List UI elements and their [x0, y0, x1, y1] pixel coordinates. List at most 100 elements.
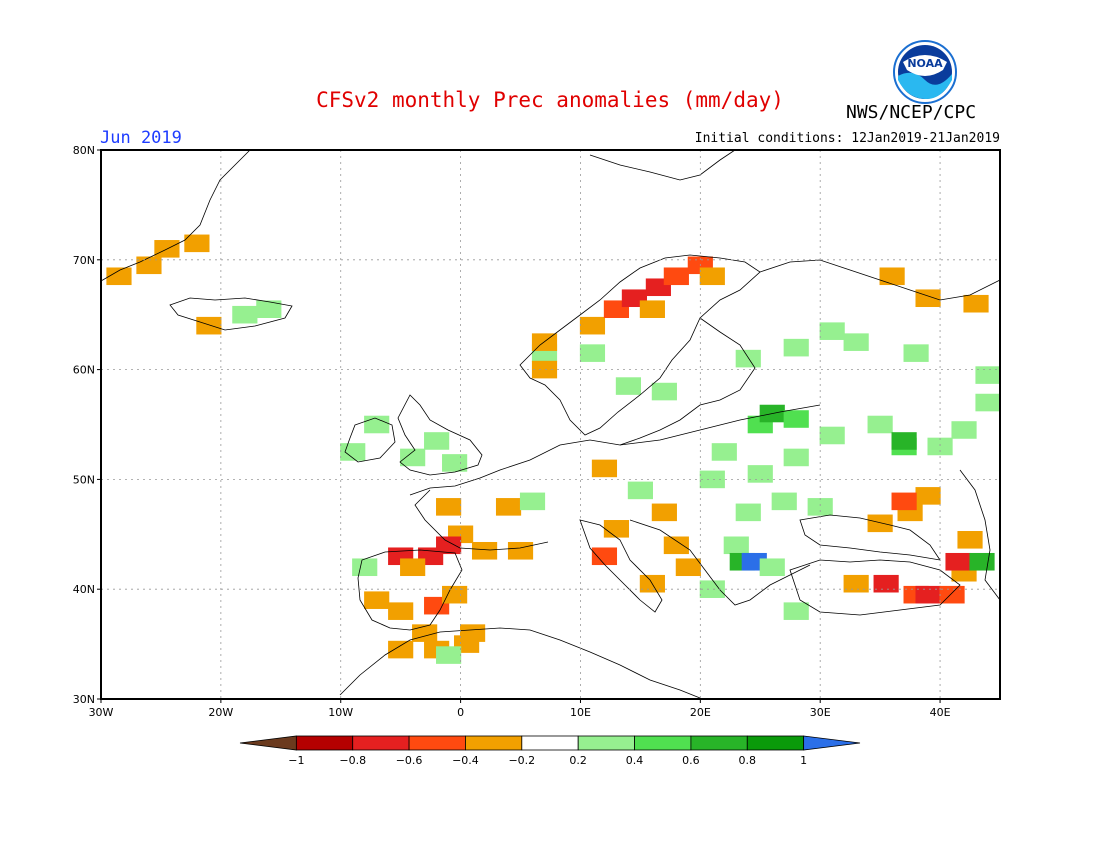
- page-title: CFSv2 monthly Prec anomalies (mm/day): [316, 88, 784, 112]
- anomaly-cell: [232, 305, 258, 324]
- anomaly-cell: [783, 448, 809, 467]
- anomaly-cell: [951, 421, 977, 439]
- anomaly-cell: [807, 498, 833, 516]
- lon-tick-label: 20W: [208, 706, 233, 719]
- grid-lines: [101, 150, 1000, 699]
- lon-tick-label: 10E: [570, 706, 591, 719]
- colorbar-label: −0.2: [508, 754, 535, 767]
- anomaly-cell: [495, 498, 522, 516]
- anomaly-cell: [969, 552, 995, 571]
- africa-coast: [339, 627, 701, 699]
- anomaly-cell: [891, 432, 917, 450]
- anomaly-cell: [735, 349, 761, 368]
- greenland-coast: [100, 149, 251, 282]
- colorbar-label: 1: [800, 754, 807, 767]
- colorbar-box: [577, 735, 635, 751]
- lon-tick-label: 30E: [810, 706, 831, 719]
- anomaly-cell: [783, 602, 809, 620]
- lat-tick-label: 70N: [73, 254, 95, 267]
- lat-tick-label: 30N: [73, 693, 95, 706]
- italy-coast: [579, 519, 663, 613]
- anomaly-cell: [531, 360, 558, 379]
- colorbar-label: 0.4: [626, 754, 644, 767]
- anomaly-cell: [975, 393, 1001, 412]
- lon-tick-labels: 30W 20W 10W 0 10E 20E 30E 40E: [89, 699, 951, 719]
- anomaly-cell: [735, 503, 761, 522]
- colorbar-label: 0.6: [682, 754, 700, 767]
- colorbar-label: 0.2: [569, 754, 587, 767]
- lon-tick-label: 40E: [930, 706, 951, 719]
- anomaly-cell: [903, 344, 929, 362]
- initial-conditions: Initial conditions: 12Jan2019-21Jan2019: [694, 131, 1000, 146]
- noaa-logo-icon: NOAA: [893, 40, 957, 104]
- anomaly-cell: [927, 437, 953, 456]
- anomaly-cell: [699, 470, 725, 489]
- anomaly-cell: [747, 465, 773, 483]
- anomaly-cells: [106, 234, 1001, 664]
- anomaly-cell: [975, 366, 1001, 384]
- iberia-coast: [357, 549, 463, 631]
- anomaly-cell: [436, 646, 462, 664]
- anomaly-cell: [843, 333, 869, 351]
- anomaly-cell: [867, 415, 893, 434]
- anomaly-cell: [879, 267, 905, 286]
- anomaly-cell: [615, 377, 641, 395]
- anomaly-cell: [639, 300, 665, 318]
- anomaly-cell: [699, 267, 725, 286]
- scandinavia-coast: [519, 254, 761, 436]
- lon-tick-label: 10W: [328, 706, 353, 719]
- map-frame: [100, 149, 1001, 700]
- anomaly-cell: [843, 574, 869, 593]
- anomaly-cell: [759, 558, 785, 577]
- anomaly-cell: [184, 234, 210, 253]
- finland-baltic-coast: [619, 317, 756, 446]
- colorbar-label: −0.4: [452, 754, 479, 767]
- anomaly-cell: [388, 640, 414, 659]
- anomaly-cell: [256, 300, 282, 318]
- colorbar-box: [465, 735, 523, 751]
- anomaly-cell: [424, 432, 450, 450]
- anomaly-cell: [519, 492, 546, 511]
- anomaly-cell: [400, 448, 426, 467]
- anomaly-cell: [819, 322, 845, 340]
- lon-tick-label: 20E: [690, 706, 711, 719]
- anomaly-cell: [579, 316, 606, 335]
- anomaly-cell: [783, 410, 809, 428]
- anomaly-cell: [603, 520, 630, 538]
- lon-tick-label: 0: [457, 706, 464, 719]
- anomaly-cell: [783, 338, 809, 357]
- anomaly-cell: [106, 267, 132, 286]
- lat-tick-label: 60N: [73, 364, 95, 377]
- colorbar-box: [408, 735, 466, 751]
- colorbar-box: [295, 735, 354, 751]
- anomaly-cell: [915, 585, 941, 604]
- anomaly-cell: [819, 426, 845, 445]
- lat-tick-label: 50N: [73, 473, 95, 486]
- anomaly-cell: [436, 498, 462, 516]
- anomaly-cell: [352, 558, 378, 577]
- colorbar-arrow-low: [239, 735, 297, 751]
- caspian-coast: [959, 469, 1001, 601]
- anomaly-cell: [699, 580, 725, 598]
- anomaly-cell: [651, 382, 677, 401]
- anomaly-cell: [663, 536, 689, 555]
- anomaly-cell: [400, 558, 426, 577]
- britain-coast: [397, 394, 483, 476]
- anomaly-cell: [471, 541, 498, 560]
- lat-tick-label: 80N: [73, 144, 95, 157]
- anomaly-cell: [873, 574, 899, 593]
- anomaly-cell: [711, 443, 737, 461]
- anomaly-cell: [651, 503, 677, 522]
- anomaly-cell: [442, 585, 468, 604]
- anomaly-cell: [663, 267, 689, 286]
- anomaly-cell: [364, 591, 390, 609]
- colorbar-box: [746, 735, 805, 751]
- map-background: [101, 150, 1000, 699]
- lon-tick-label: 30W: [89, 706, 114, 719]
- colorbar-box: [352, 735, 410, 751]
- colorbar-label: −0.6: [396, 754, 423, 767]
- colorbar-labels: −1 −0.8 −0.6 −0.4 −0.2 0.2 0.4 0.6 0.8 1: [288, 754, 807, 767]
- russia-north-coast: [759, 259, 1001, 301]
- anomaly-cell: [627, 481, 653, 500]
- continent-north-coast: [409, 404, 821, 496]
